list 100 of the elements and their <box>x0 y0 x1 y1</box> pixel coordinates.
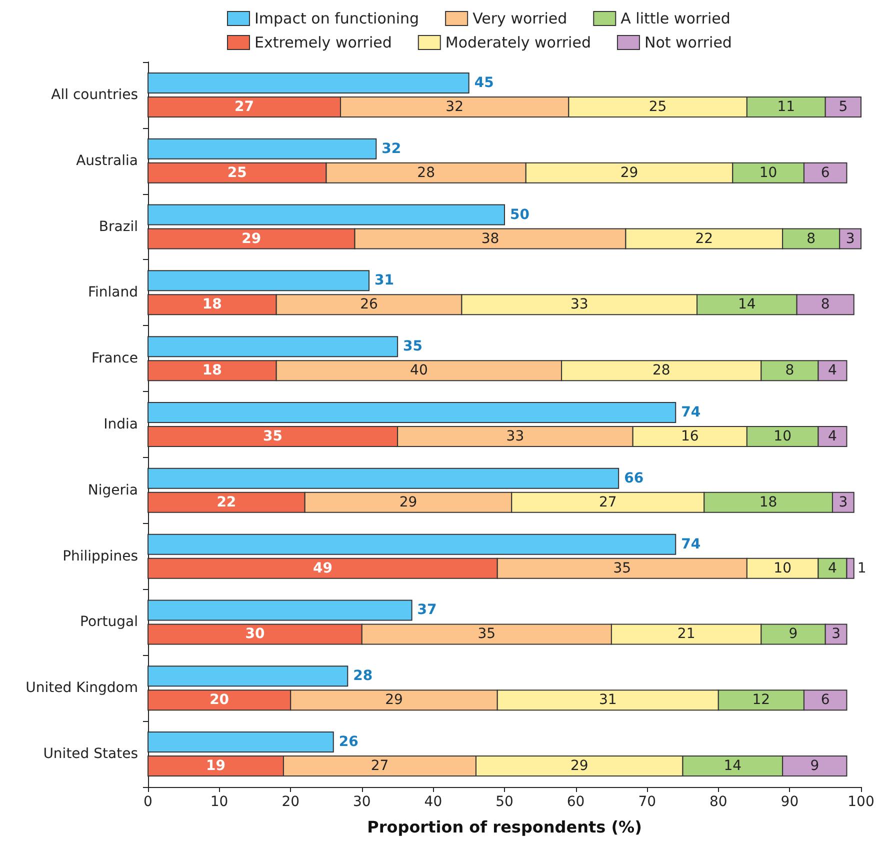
data-label: 32 <box>446 98 464 115</box>
bar <box>148 204 505 226</box>
y-tick-label: Nigeria <box>88 482 138 498</box>
bar <box>148 402 676 423</box>
legend-label: Moderately worried <box>445 34 591 52</box>
data-label: 5 <box>838 98 848 115</box>
data-label: 27 <box>598 494 617 510</box>
y-tick-label: United States <box>43 746 138 762</box>
data-label: 18 <box>759 494 778 510</box>
bar <box>148 138 377 160</box>
data-label: 26 <box>360 296 378 313</box>
legend-label: Extremely worried <box>254 34 392 52</box>
data-label: 8 <box>806 230 816 247</box>
data-label: 4 <box>828 428 838 444</box>
data-label: 21 <box>677 626 696 642</box>
data-label: 50 <box>510 206 530 223</box>
x-tick-label: 0 <box>144 794 152 810</box>
data-label: 3 <box>838 494 848 510</box>
data-label: 33 <box>506 428 524 444</box>
bar <box>148 468 620 489</box>
data-label: 20 <box>210 692 230 708</box>
data-label: 8 <box>785 362 794 379</box>
data-label: 10 <box>759 164 778 181</box>
data-label: 18 <box>202 296 222 313</box>
data-label: 22 <box>695 230 714 247</box>
data-label: 25 <box>648 98 667 115</box>
legend-label: A little worried <box>620 10 730 28</box>
x-tick-label: 30 <box>352 794 371 810</box>
legend-label: Impact on functioning <box>254 10 420 28</box>
x-tick-label: 70 <box>638 794 656 810</box>
x-tick-label: 90 <box>780 794 799 810</box>
data-label: 26 <box>338 734 358 750</box>
y-tick-label: France <box>91 350 138 367</box>
data-label: 28 <box>353 668 373 684</box>
y-tick-label: Brazil <box>98 218 138 235</box>
y-tick-label: Australia <box>76 152 138 169</box>
y-tick-label: Portugal <box>80 614 138 630</box>
bar <box>148 666 348 687</box>
data-label: 3 <box>832 626 841 642</box>
bar <box>148 336 398 358</box>
data-label: 49 <box>312 560 332 576</box>
data-label: 74 <box>681 404 701 420</box>
data-label: 22 <box>216 494 236 510</box>
bar <box>148 732 334 753</box>
legend-label: Very worried <box>472 10 568 28</box>
data-label: 28 <box>652 362 670 379</box>
bar <box>148 270 370 292</box>
data-label: 66 <box>624 470 644 486</box>
x-tick-label: 40 <box>424 794 442 810</box>
data-label: 29 <box>242 230 262 247</box>
data-label: 10 <box>774 560 792 576</box>
bar <box>148 72 470 94</box>
data-label: 35 <box>613 560 632 576</box>
data-label: 38 <box>481 230 500 247</box>
data-label: 25 <box>227 164 247 181</box>
data-label: 4 <box>828 362 838 379</box>
data-label: 29 <box>620 164 638 181</box>
data-label: 10 <box>774 428 792 444</box>
data-label: 28 <box>417 164 435 181</box>
y-tick-label: United Kingdom <box>26 680 138 696</box>
data-label: 6 <box>820 164 830 181</box>
bar <box>148 534 676 555</box>
y-tick-label: Finland <box>88 284 138 301</box>
data-label: 18 <box>202 362 222 379</box>
data-label: 32 <box>382 140 402 157</box>
data-label: 16 <box>680 428 699 444</box>
data-label: 40 <box>410 362 428 379</box>
x-tick-label: 80 <box>709 794 728 810</box>
y-tick-label: India <box>104 416 138 432</box>
x-tick-label: 100 <box>848 794 874 810</box>
data-label: 12 <box>752 692 770 708</box>
data-label: 9 <box>788 626 798 642</box>
data-label: 29 <box>570 758 588 774</box>
y-tick-label: All countries <box>51 86 138 103</box>
data-label: 1 <box>857 560 866 576</box>
data-label: 8 <box>820 296 830 313</box>
x-tick-label: 60 <box>566 794 585 810</box>
data-label: 31 <box>598 692 617 708</box>
data-label: 33 <box>570 296 588 313</box>
data-label: 9 <box>810 758 820 774</box>
data-label: 29 <box>399 494 418 510</box>
y-tick-label: Philippines <box>62 548 138 564</box>
data-label: 45 <box>474 74 494 91</box>
data-label: 11 <box>777 98 796 115</box>
data-label: 27 <box>370 758 389 774</box>
data-label: 74 <box>681 536 701 552</box>
data-label: 14 <box>724 758 742 774</box>
data-label: 35 <box>263 428 283 444</box>
x-axis-title: Proportion of respondents (%) <box>367 818 642 836</box>
data-label: 4 <box>828 560 838 576</box>
data-label: 29 <box>385 692 403 708</box>
data-label: 35 <box>403 338 423 355</box>
data-label: 37 <box>417 602 437 618</box>
legend-label: Not worried <box>644 34 732 52</box>
data-label: 31 <box>374 272 394 289</box>
bar <box>148 600 412 621</box>
data-label: 35 <box>478 626 496 642</box>
data-label: 19 <box>206 758 226 774</box>
x-tick-label: 50 <box>496 794 514 810</box>
data-label: 14 <box>738 296 756 313</box>
